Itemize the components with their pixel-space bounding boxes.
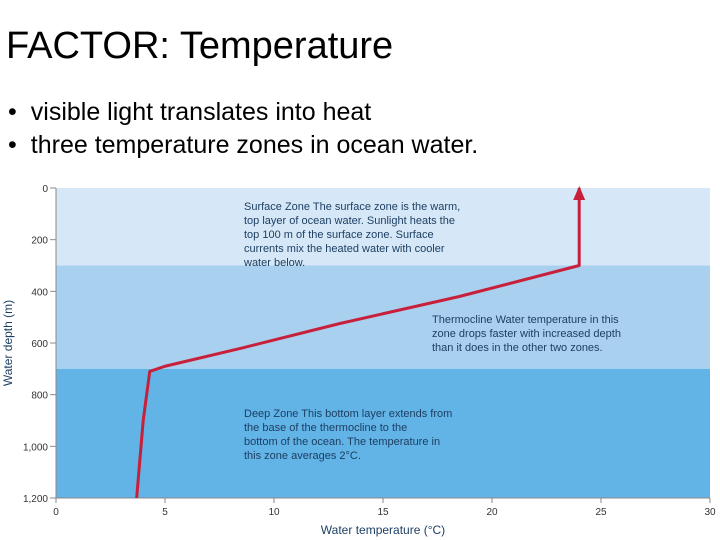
- x-axis-title: Water temperature (°C): [321, 523, 445, 537]
- y-tick-label: 1,000: [23, 442, 48, 453]
- x-tick-label: 25: [595, 507, 607, 518]
- bullet-item: visible light translates into heat: [8, 96, 478, 129]
- x-tick-label: 30: [704, 507, 716, 518]
- surface-zone-label: Surface Zone The surface zone is the war…: [243, 201, 460, 269]
- zone-band-1: [56, 265, 710, 369]
- x-tick-label: 5: [162, 507, 168, 518]
- y-axis-title: Water depth (m): [1, 300, 15, 386]
- slide-title: FACTOR: Temperature: [6, 25, 394, 67]
- y-tick-label: 1,200: [23, 494, 48, 505]
- y-tick-label: 400: [31, 287, 48, 298]
- zone-band-2: [56, 368, 710, 498]
- thermocline-label: Thermocline Water temperature in this zon…: [432, 314, 621, 354]
- y-tick-label: 0: [42, 184, 48, 195]
- bullet-item: three temperature zones in ocean water.: [8, 129, 479, 162]
- bullet-list: visible light translates into heat three…: [8, 96, 479, 162]
- x-tick-label: 10: [268, 507, 280, 518]
- x-tick-label: 15: [377, 507, 389, 518]
- x-tick-label: 20: [486, 507, 498, 518]
- surface-arrowhead: [573, 186, 586, 200]
- deep-zone-label: Deep Zone This bottom layer extends from…: [244, 408, 452, 462]
- zone-band-0: [56, 188, 710, 266]
- y-tick-label: 200: [31, 236, 48, 247]
- y-tick-label: 600: [31, 339, 48, 350]
- x-tick-label: 0: [53, 507, 59, 518]
- temperature-depth-chart: Surface Zone The surface zone is the war…: [1, 184, 716, 537]
- y-tick-label: 800: [31, 391, 48, 402]
- temperature-profile-line: [135, 188, 581, 499]
